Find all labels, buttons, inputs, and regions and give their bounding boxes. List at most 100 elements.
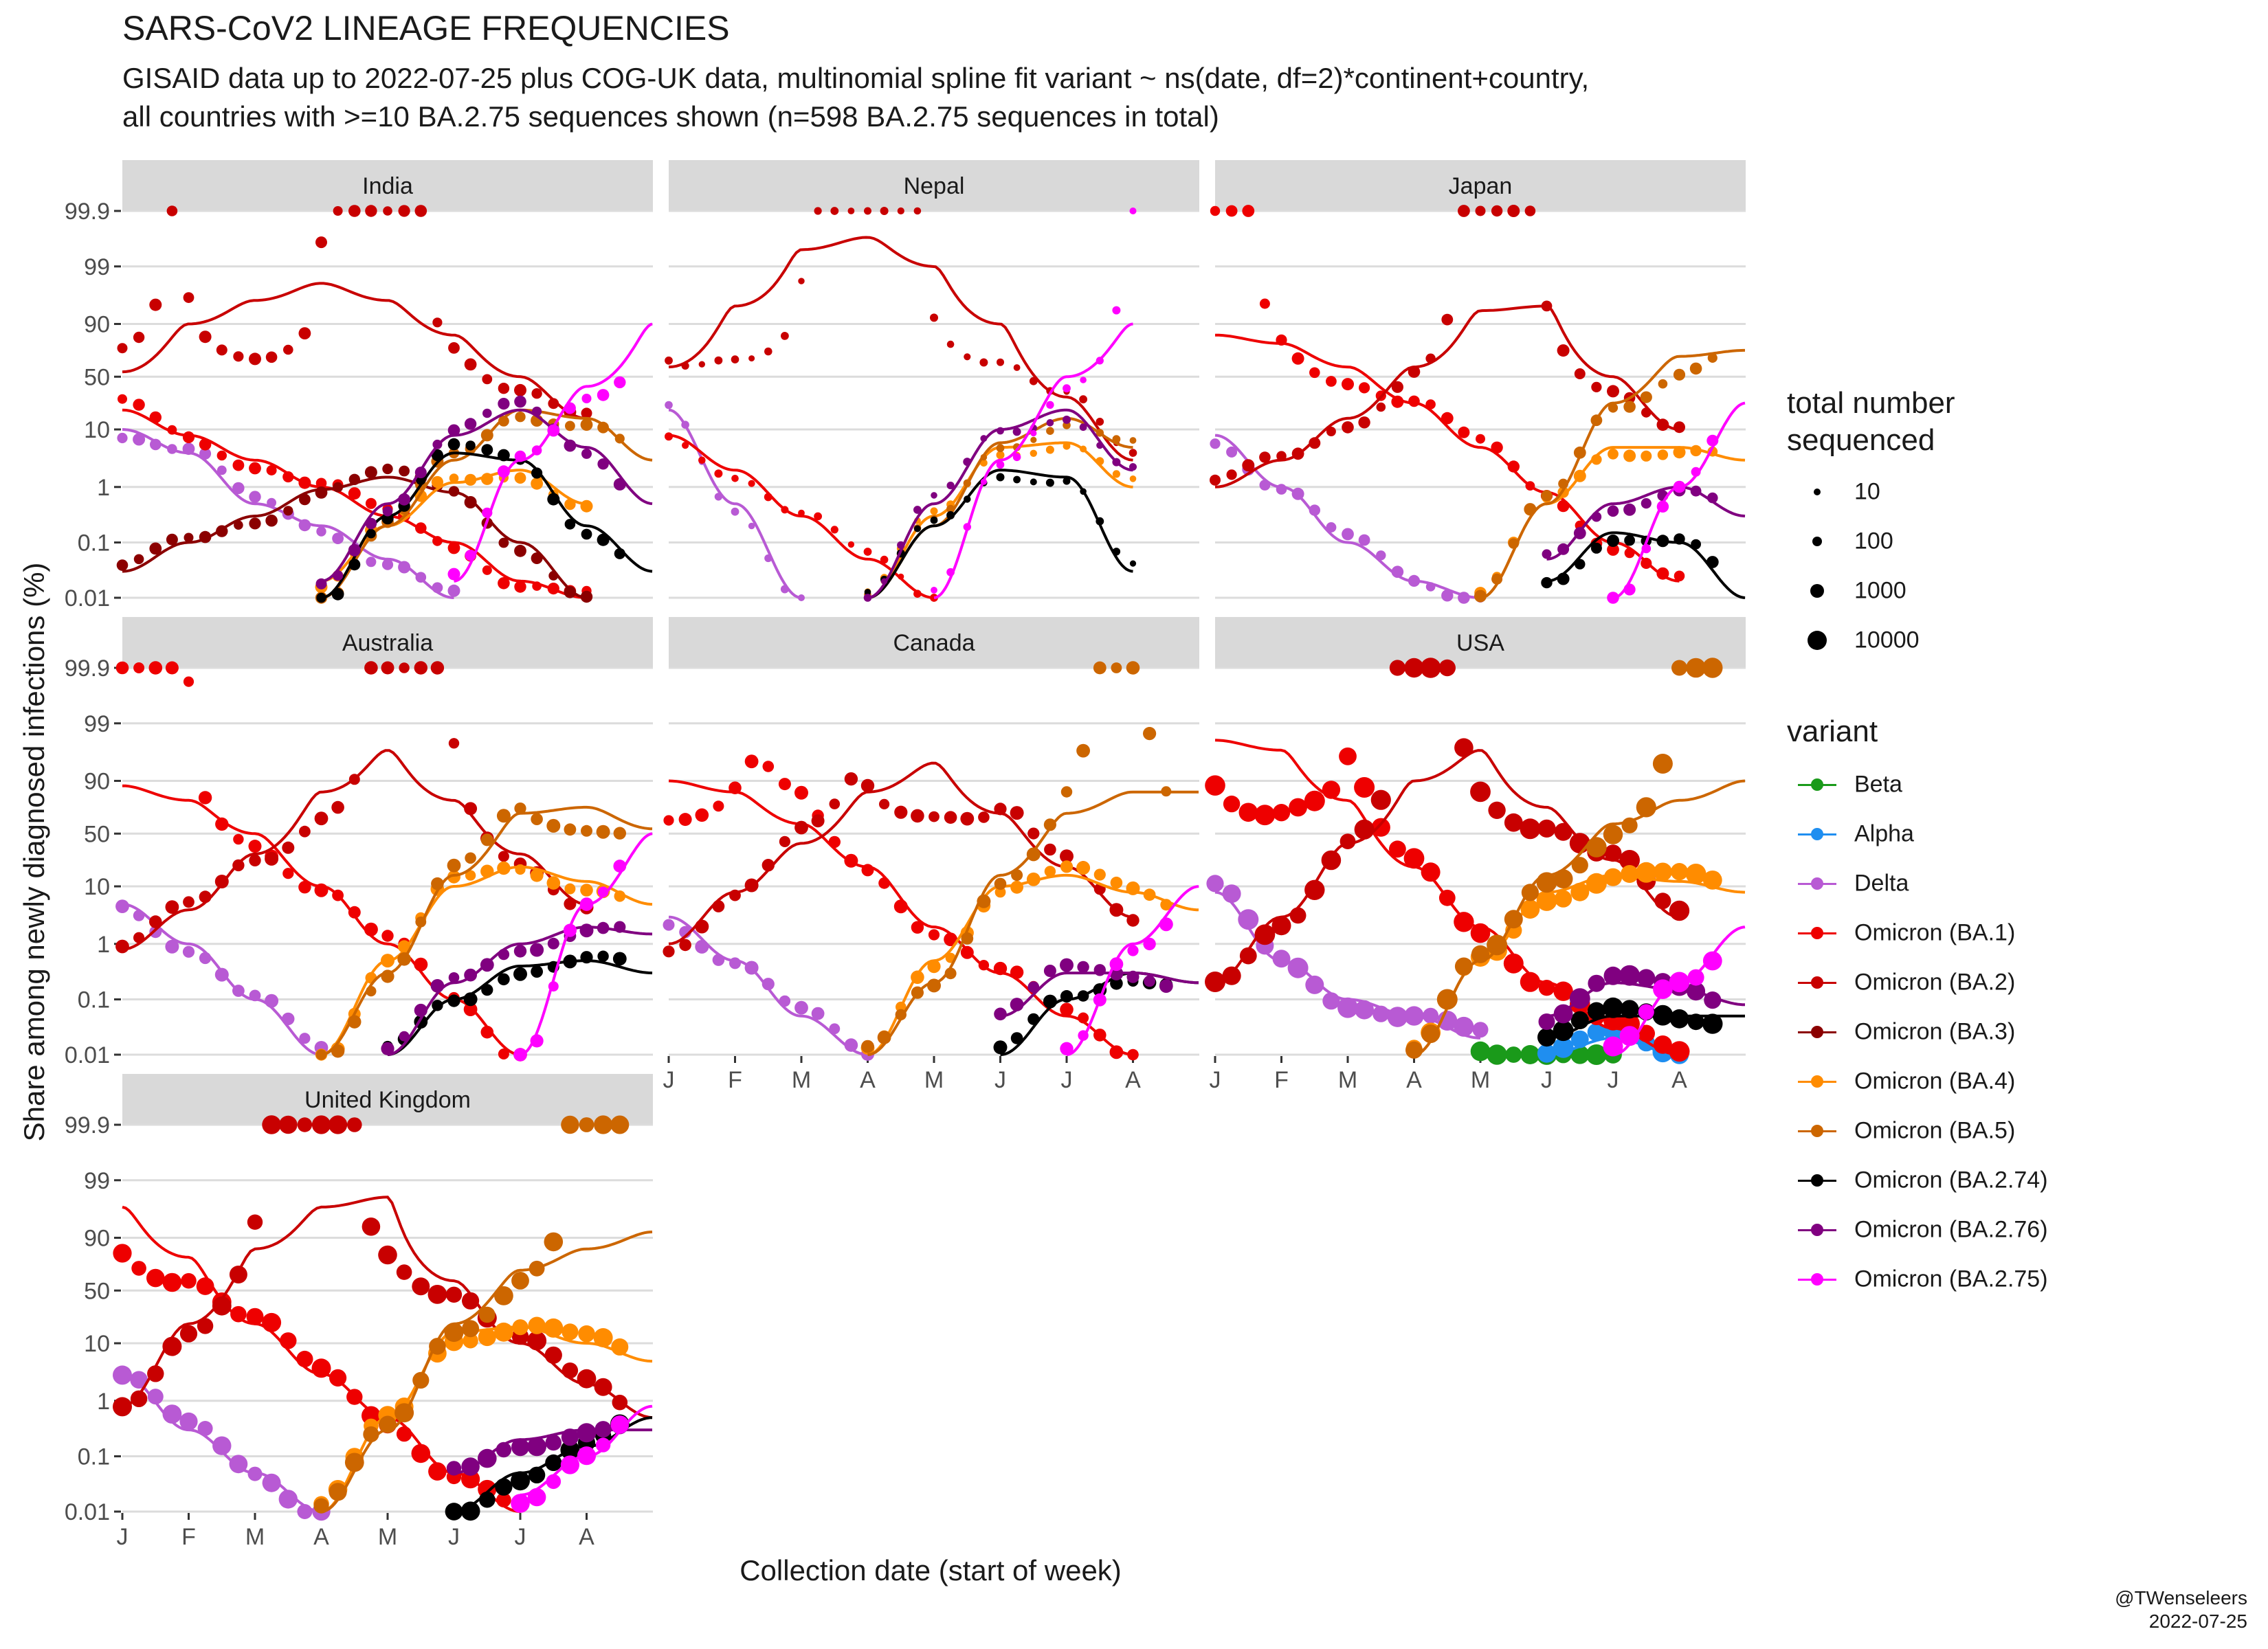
data-point-japan-omicron-ba-2-74 [1575, 559, 1586, 570]
data-point-australia-omicron-ba-1 [282, 868, 294, 879]
y-tick-label: 0.01 [65, 585, 110, 612]
data-point-australia-omicron-ba-1 [332, 889, 344, 901]
data-point-canada-omicron-ba-4 [994, 886, 1006, 898]
data-point-india-omicron-ba-2 [265, 351, 278, 363]
data-point-usa-omicron-ba-1 [1553, 981, 1573, 1001]
data-point-australia-omicron-ba-2-76 [381, 1042, 394, 1055]
data-point-canada-omicron-ba-1 [695, 808, 709, 822]
data-point-japan-omicron-ba-1 [1656, 567, 1669, 580]
legend: total number sequenced 10 100 1000 10000 va… [1787, 385, 2048, 1304]
data-point-australia-delta [199, 952, 212, 965]
variant-legend-label: Alpha [1854, 820, 1914, 847]
data-point-australia-omicron-ba-5 [397, 952, 411, 966]
data-point-united-kingdom-omicron-ba-5 [529, 1260, 545, 1277]
variant-legend-items: Beta Alpha Delta Omicron (BA.1) Omicron (BA.… [1787, 760, 2048, 1304]
data-point-usa-omicron-ba-1 [1322, 781, 1341, 799]
data-point-australia-omicron-ba-2 [265, 851, 279, 866]
data-point-japan-omicron-ba-5 [1573, 446, 1586, 459]
data-point-canada-omicron-ba-1 [944, 932, 957, 947]
data-point-canada-omicron-ba-2 [1010, 806, 1024, 820]
fit-line-australia-omicron-ba-1 [122, 784, 521, 1056]
data-point-united-kingdom-omicron-ba-2 [462, 1292, 480, 1310]
data-point-india-omicron-ba-2 [398, 205, 410, 217]
data-point-united-kingdom-omicron-ba-1 [496, 1492, 511, 1507]
variant-legend-label: Omicron (BA.1) [1854, 919, 2016, 946]
data-point-nepal-omicron-ba-1 [682, 442, 689, 449]
data-point-united-kingdom-omicron-ba-2-76 [478, 1448, 497, 1468]
data-point-canada-omicron-ba-5 [977, 894, 991, 908]
data-point-india-omicron-ba-3 [448, 486, 460, 497]
data-point-canada-omicron-ba-2-75 [1093, 993, 1107, 1007]
data-point-japan-omicron-ba-2 [1376, 402, 1386, 412]
fit-line-india-omicron-ba-2 [122, 282, 587, 420]
data-point-india-omicron-ba-2-74 [531, 467, 543, 479]
data-point-india-omicron-ba-2-76 [315, 578, 327, 590]
data-point-australia-omicron-ba-2-76 [614, 921, 626, 933]
data-point-india-omicron-ba-2-75 [482, 507, 493, 518]
data-point-united-kingdom-omicron-ba-4 [478, 1328, 496, 1347]
data-point-australia-omicron-ba-2-76 [597, 921, 610, 934]
size-legend-label: 1000 [1854, 577, 1906, 604]
data-point-nepal-omicron-ba-2-74 [1030, 478, 1037, 486]
data-point-usa-delta [1238, 909, 1259, 930]
data-point-australia-omicron-ba-4 [530, 868, 544, 882]
facet-strip-united-kingdom [122, 1074, 653, 1125]
data-point-australia-omicron-ba-1 [165, 661, 179, 675]
data-point-nepal-omicron-ba-1 [748, 480, 755, 487]
data-point-canada-omicron-ba-5 [961, 932, 974, 945]
data-point-india-omicron-ba-3 [464, 496, 477, 508]
data-point-usa-omicron-ba-5 [1621, 817, 1638, 833]
fit-line-australia-omicron-ba-5 [321, 805, 653, 1056]
data-point-canada-omicron-ba-1 [1078, 1012, 1089, 1024]
y-tick-label: 10 [84, 874, 110, 900]
data-point-united-kingdom-omicron-ba-2 [130, 1390, 148, 1407]
data-point-india-omicron-ba-3 [514, 544, 526, 557]
facet-label-usa: USA [1456, 630, 1504, 656]
data-point-canada-delta [779, 995, 791, 1007]
data-point-usa-omicron-ba-1 [1654, 1035, 1672, 1054]
data-point-united-kingdom-omicron-ba-2-74 [560, 1440, 580, 1460]
chart-subtitle-line-2: all countries with >=10 BA.2.75 sequence… [122, 100, 1219, 133]
author-handle: @TWenseleers [2115, 1587, 2247, 1608]
data-point-japan-omicron-ba-1 [1326, 376, 1337, 387]
data-point-canada-omicron-ba-4 [1093, 868, 1106, 881]
y-tick-label: 0.1 [78, 987, 110, 1013]
data-point-australia-omicron-ba-5 [496, 809, 511, 823]
data-point-usa-omicron-ba-5 [1504, 910, 1523, 929]
data-point-canada-omicron-ba-4 [1160, 899, 1172, 911]
data-point-canada-omicron-ba-4 [896, 1001, 907, 1013]
data-point-australia-omicron-ba-2 [165, 900, 179, 914]
data-point-united-kingdom-omicron-ba-5 [494, 1286, 513, 1305]
data-point-india-omicron-ba-1 [532, 581, 542, 591]
data-point-japan-omicron-ba-4 [1673, 446, 1686, 459]
data-point-india-omicron-ba-2 [133, 331, 145, 344]
variant-legend-label: Omicron (BA.4) [1854, 1068, 2016, 1095]
data-point-united-kingdom-delta [147, 1389, 164, 1405]
data-point-usa-omicron-ba-2 [1454, 738, 1474, 757]
data-point-nepal-omicron-ba-2-75 [996, 460, 1005, 469]
data-point-usa-omicron-ba-2 [1289, 907, 1307, 924]
data-point-usa-omicron-ba-1 [1389, 840, 1406, 858]
data-point-australia-omicron-ba-5 [596, 824, 610, 839]
data-point-japan-omicron-ba-2-74 [1607, 535, 1619, 547]
data-point-nepal-omicron-ba-2 [897, 207, 904, 215]
data-point-australia-omicron-ba-2-74 [597, 950, 609, 962]
data-point-nepal-omicron-ba-2-76 [1112, 458, 1121, 467]
data-point-usa-omicron-ba-1 [1438, 889, 1456, 906]
data-point-india-delta [267, 497, 276, 508]
fit-line-india-omicron-ba-1 [122, 408, 587, 599]
data-point-india-omicron-ba-5 [480, 429, 493, 442]
data-point-australia-delta [265, 994, 279, 1008]
data-point-india-omicron-ba-2-76 [613, 478, 626, 491]
data-point-japan-omicron-ba-1 [1359, 382, 1370, 394]
data-point-india-omicron-ba-4 [564, 498, 576, 511]
data-point-usa-omicron-ba-2 [1339, 833, 1356, 849]
data-point-japan-omicron-ba-2 [1524, 205, 1536, 216]
data-point-nepal-delta [681, 420, 689, 429]
data-point-india-omicron-ba-1 [547, 583, 559, 595]
data-point-india-omicron-ba-3 [382, 463, 393, 475]
data-point-japan-omicron-ba-2-76 [1573, 527, 1586, 539]
data-point-australia-delta [133, 910, 145, 921]
data-point-canada-omicron-ba-2 [695, 919, 709, 934]
data-point-japan-omicron-ba-1 [1259, 298, 1270, 309]
